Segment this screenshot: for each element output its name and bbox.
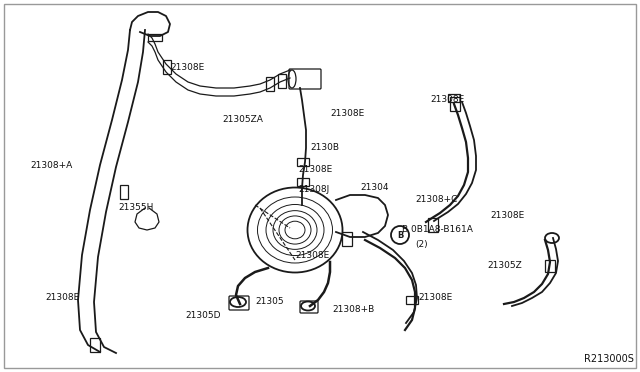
Bar <box>450 97 460 111</box>
Bar <box>342 232 352 246</box>
Text: 21308+C: 21308+C <box>415 196 458 205</box>
Bar <box>266 77 274 91</box>
Text: 2130B: 2130B <box>310 144 339 153</box>
Bar <box>297 158 309 166</box>
Text: 21308E: 21308E <box>330 109 364 118</box>
Text: 21308E: 21308E <box>298 166 332 174</box>
Bar <box>163 60 171 74</box>
Text: 21308E: 21308E <box>170 64 204 73</box>
Text: B: B <box>397 231 403 240</box>
Text: 21308E: 21308E <box>430 96 464 105</box>
Text: 21305Z: 21305Z <box>487 260 522 269</box>
Text: 21308E: 21308E <box>295 251 329 260</box>
Text: 21308E: 21308E <box>490 211 524 219</box>
Text: 21308J: 21308J <box>298 186 329 195</box>
Text: 21304: 21304 <box>360 183 388 192</box>
Bar <box>406 296 418 304</box>
Bar <box>297 178 309 186</box>
Text: 21305D: 21305D <box>185 311 221 321</box>
Bar <box>448 94 460 102</box>
Bar <box>90 338 100 352</box>
Text: 21308E: 21308E <box>45 294 79 302</box>
Bar <box>148 34 162 41</box>
Text: 21308+B: 21308+B <box>332 305 374 314</box>
Text: R213000S: R213000S <box>584 354 634 364</box>
Bar <box>545 260 555 272</box>
Bar <box>428 218 438 232</box>
Bar <box>120 185 128 199</box>
Text: 21308E: 21308E <box>418 294 452 302</box>
Text: 21308+A: 21308+A <box>30 160 72 170</box>
Text: 21355H: 21355H <box>118 202 154 212</box>
Text: 21305: 21305 <box>255 298 284 307</box>
Text: (2): (2) <box>415 240 428 248</box>
Bar <box>278 74 286 88</box>
Text: 21305ZA: 21305ZA <box>222 115 263 125</box>
Text: B 0B1A8-B161A: B 0B1A8-B161A <box>402 225 473 234</box>
